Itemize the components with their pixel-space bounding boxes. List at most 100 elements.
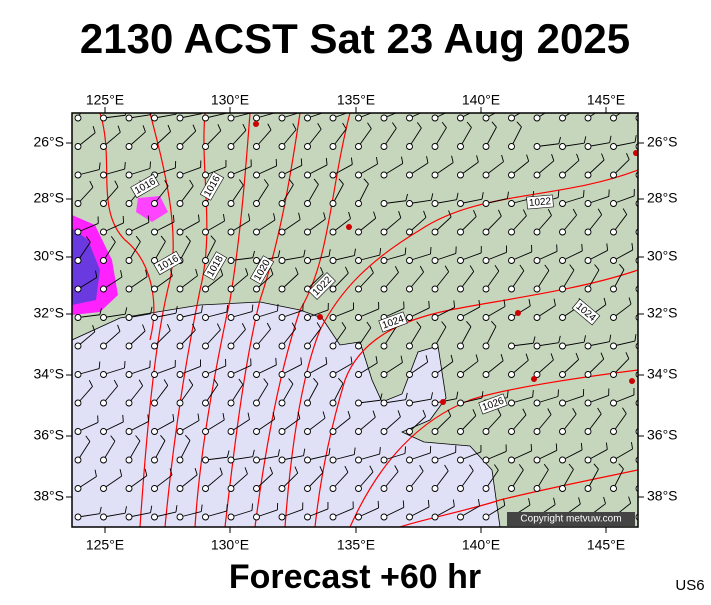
barb-station: [330, 115, 336, 121]
lat-label-right: 26°S: [647, 134, 678, 150]
barb-station: [432, 258, 438, 264]
barb-station: [177, 486, 183, 492]
barb-station: [458, 115, 464, 121]
barb-station: [75, 457, 81, 463]
barb-station: [305, 400, 311, 406]
barb-station: [228, 457, 234, 463]
barb-station: [203, 201, 209, 207]
barb-station: [330, 372, 336, 378]
barb-station: [228, 372, 234, 378]
barb-station: [203, 457, 209, 463]
barb-flag: [148, 215, 149, 222]
barb-station: [305, 372, 311, 378]
barb-station: [177, 201, 183, 207]
lon-label-top: 135°E: [337, 92, 375, 108]
barb-station: [407, 258, 413, 264]
barb-station: [509, 172, 515, 178]
barb-station: [101, 400, 107, 406]
barb-station: [407, 144, 413, 150]
barb-station: [458, 172, 464, 178]
barb-station: [305, 343, 311, 349]
isobar-value: 1022: [528, 196, 552, 209]
barb-station: [407, 343, 413, 349]
barb-station: [101, 343, 107, 349]
lat-label-left: 26°S: [33, 134, 64, 150]
barb-station: [152, 315, 158, 321]
barb-station: [585, 258, 591, 264]
barb-station: [381, 144, 387, 150]
barb-station: [203, 343, 209, 349]
barb-station: [126, 144, 132, 150]
barb-station: [254, 315, 260, 321]
barb-station: [305, 457, 311, 463]
barb-station: [585, 343, 591, 349]
barb-station: [126, 514, 132, 520]
barb-station: [330, 429, 336, 435]
barb-station: [254, 514, 260, 520]
barb-station: [432, 201, 438, 207]
barb-station: [305, 486, 311, 492]
barb-station: [560, 429, 566, 435]
barb-station: [152, 343, 158, 349]
barb-station: [126, 343, 132, 349]
barb-station: [152, 144, 158, 150]
barb-station: [381, 372, 387, 378]
barb-station: [432, 229, 438, 235]
barb-station: [432, 172, 438, 178]
barb-station: [101, 372, 107, 378]
lat-label-left: 34°S: [33, 366, 64, 382]
barb-station: [75, 372, 81, 378]
barb-station: [177, 315, 183, 321]
barb-station: [407, 400, 413, 406]
barb-station: [560, 486, 566, 492]
barb-station: [152, 372, 158, 378]
barb-station: [483, 372, 489, 378]
barb-station: [560, 258, 566, 264]
forecast-label: Forecast +60 hr: [229, 558, 481, 596]
barb-station: [560, 144, 566, 150]
barb-station: [509, 372, 515, 378]
barb-station: [381, 115, 387, 121]
barb-station: [177, 372, 183, 378]
station: [440, 399, 446, 405]
barb-station: [381, 400, 387, 406]
barb-station: [305, 429, 311, 435]
barb-station: [432, 343, 438, 349]
barb-station: [254, 457, 260, 463]
barb-station: [534, 286, 540, 292]
isobar-label: 1022: [527, 195, 554, 209]
barb-station: [585, 457, 591, 463]
barb-station: [330, 258, 336, 264]
barb-station: [75, 429, 81, 435]
barb-station: [432, 400, 438, 406]
barb-station: [534, 115, 540, 121]
lon-label-bottom: 125°E: [86, 537, 124, 553]
lon-label-top: 145°E: [587, 92, 625, 108]
barb-station: [228, 343, 234, 349]
barb-station: [279, 429, 285, 435]
lon-label-bottom: 140°E: [462, 537, 500, 553]
barb-station: [611, 201, 617, 207]
barb-station: [483, 429, 489, 435]
lon-label-top: 140°E: [462, 92, 500, 108]
barb-station: [177, 343, 183, 349]
barb-station: [560, 457, 566, 463]
barb-station: [407, 172, 413, 178]
barb-station: [432, 144, 438, 150]
barb-flag: [276, 358, 277, 365]
barb-station: [254, 201, 260, 207]
lat-label-right: 38°S: [647, 488, 678, 504]
barb-station: [152, 286, 158, 292]
barb-station: [458, 343, 464, 349]
barb-station: [458, 486, 464, 492]
barb-station: [330, 514, 336, 520]
lon-label-top: 130°E: [211, 92, 249, 108]
barb-station: [432, 514, 438, 520]
barb-station: [432, 315, 438, 321]
copyright: Copyright metvuw.com: [520, 514, 621, 525]
barb-station: [254, 486, 260, 492]
barb-station: [126, 258, 132, 264]
barb-station: [611, 343, 617, 349]
barb-station: [458, 457, 464, 463]
barb-station: [152, 429, 158, 435]
